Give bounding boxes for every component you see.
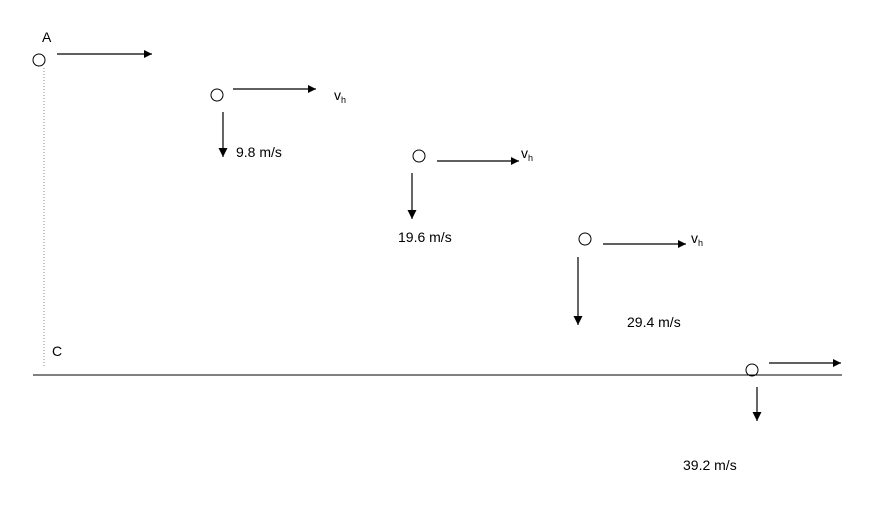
vh-label-3: vh [691,230,703,248]
vertical-velocity-label-3: 29.4 m/s [627,314,681,330]
vertical-velocity-label-1: 9.8 m/s [236,144,282,160]
ball-position-3 [578,232,592,246]
vertical-velocity-label-4: 39.2 m/s [683,457,737,473]
ball-position-2 [412,149,426,163]
ball-position-1 [210,88,224,102]
ball-position-4 [745,363,759,377]
label-a: A [42,29,52,45]
label-c: C [52,343,62,359]
vertical-velocity-label-2: 19.6 m/s [398,229,452,245]
vh-label-2: vh [521,145,533,163]
ball-start [32,53,46,67]
vh-label-1: vh [334,87,346,105]
